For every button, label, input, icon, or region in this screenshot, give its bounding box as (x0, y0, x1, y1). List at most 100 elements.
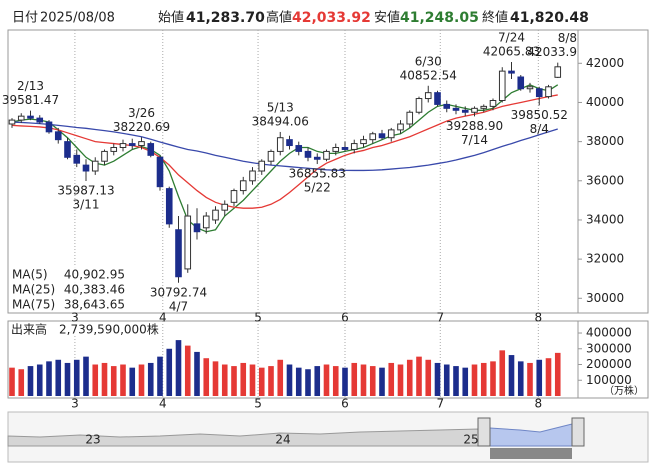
candle-body (239, 180, 247, 192)
annotation: 2/13 (17, 79, 44, 93)
volume-bar (369, 366, 376, 396)
candle-body (434, 92, 441, 105)
candle-body (119, 143, 127, 148)
candle-body (535, 88, 543, 98)
x-tick-label: 3 (71, 397, 79, 411)
candle-body (212, 209, 219, 221)
annotation: 42033.9 (527, 45, 577, 59)
candle-body (332, 147, 340, 152)
volume-bar (508, 355, 515, 396)
candle-body (471, 107, 478, 113)
candle-body (498, 70, 506, 101)
volume-bar (240, 362, 247, 396)
volume-bar (73, 359, 80, 396)
x-tick-label: 8 (535, 311, 543, 325)
volume-bar (517, 361, 524, 396)
x-tick-label: 5 (254, 397, 262, 411)
candle-body (443, 103, 451, 109)
volume-bar (258, 367, 265, 396)
navigator-scrollbar[interactable] (490, 448, 572, 459)
legend-value: 38,643.65 (64, 298, 125, 312)
volume-bar (92, 364, 99, 396)
y-tick-label: 200000 (586, 357, 632, 371)
candle-body (415, 98, 423, 113)
x-tick-label: 6 (341, 397, 349, 411)
navigator-right-handle[interactable] (571, 417, 585, 447)
volume-bar (471, 364, 478, 396)
volume-bar (268, 366, 274, 396)
candle-body (489, 100, 497, 107)
y-tick-label: 38000 (586, 134, 624, 148)
candle-body (526, 86, 534, 90)
annotation: 39288.90 (446, 119, 503, 133)
candle-body (406, 111, 414, 125)
y-tick-label: 32000 (586, 252, 624, 266)
candle-body (517, 76, 525, 90)
volume-bar (490, 361, 496, 396)
volume-bar (406, 359, 413, 396)
candle-body (165, 188, 173, 225)
volume-bar (342, 367, 348, 396)
date-label: 日付 (12, 11, 38, 26)
candle-body (8, 119, 16, 125)
volume-bar (18, 369, 25, 396)
legend-box (9, 266, 127, 311)
volume-bar (46, 361, 52, 396)
volume-bar (416, 356, 422, 396)
volume-bar (314, 366, 321, 396)
volume-bar (323, 364, 330, 396)
legend-value: 40,383.46 (64, 283, 125, 297)
annotation: 39581.47 (2, 93, 59, 107)
volume-bar (157, 356, 163, 396)
candle-body (341, 147, 349, 150)
volume-title-box (9, 322, 157, 336)
y-tick-label: 36000 (586, 173, 624, 187)
volume-bar (212, 361, 219, 396)
navigator-selection (489, 423, 573, 447)
candle-body (258, 160, 266, 172)
volume-bar (101, 362, 108, 396)
candle-body (480, 105, 488, 109)
y-tick-label: 40000 (586, 95, 624, 109)
candle-body (73, 154, 81, 164)
x-tick-label: 7 (436, 311, 444, 325)
low-label: 安値 (374, 10, 400, 26)
candle-body (452, 107, 460, 111)
annotation: 3/11 (73, 198, 100, 212)
volume-bar (27, 366, 34, 396)
volume-bar (120, 364, 126, 396)
open-value: 41,283.70 (186, 10, 265, 26)
volume-bar (434, 362, 441, 396)
x-tick-label: 6 (341, 311, 349, 325)
x-tick-label: 8 (535, 397, 543, 411)
candle-body (267, 150, 275, 162)
candle-body (276, 137, 284, 152)
volume-bar (166, 348, 173, 396)
volume-bar (443, 364, 450, 396)
volume-bar (499, 350, 506, 396)
candle-body (369, 133, 377, 141)
navigator-left-handle[interactable] (477, 417, 491, 447)
volume-bar (351, 362, 358, 396)
volume-bar (545, 358, 552, 396)
volume-bar (360, 364, 367, 396)
legend-value: 40,902.95 (64, 268, 125, 282)
x-tick-label: 5 (254, 311, 262, 325)
candle-body (323, 150, 330, 160)
x-tick-label: 4 (159, 311, 167, 325)
legend-name: MA(5) (12, 268, 48, 282)
date: 2025/08/08 (40, 11, 115, 26)
candle-body (64, 141, 71, 158)
annotation: 5/13 (267, 100, 294, 114)
volume-bar (332, 366, 339, 396)
candle-body (360, 139, 367, 145)
candle-body (110, 147, 118, 152)
annotation: 35987.13 (57, 184, 114, 198)
annotation: 3/26 (128, 106, 155, 120)
volume-bar (554, 352, 561, 396)
candle-body (424, 92, 432, 100)
volume-bar (64, 362, 71, 396)
high-label: 高値 (266, 10, 292, 26)
candle-body (230, 190, 238, 203)
